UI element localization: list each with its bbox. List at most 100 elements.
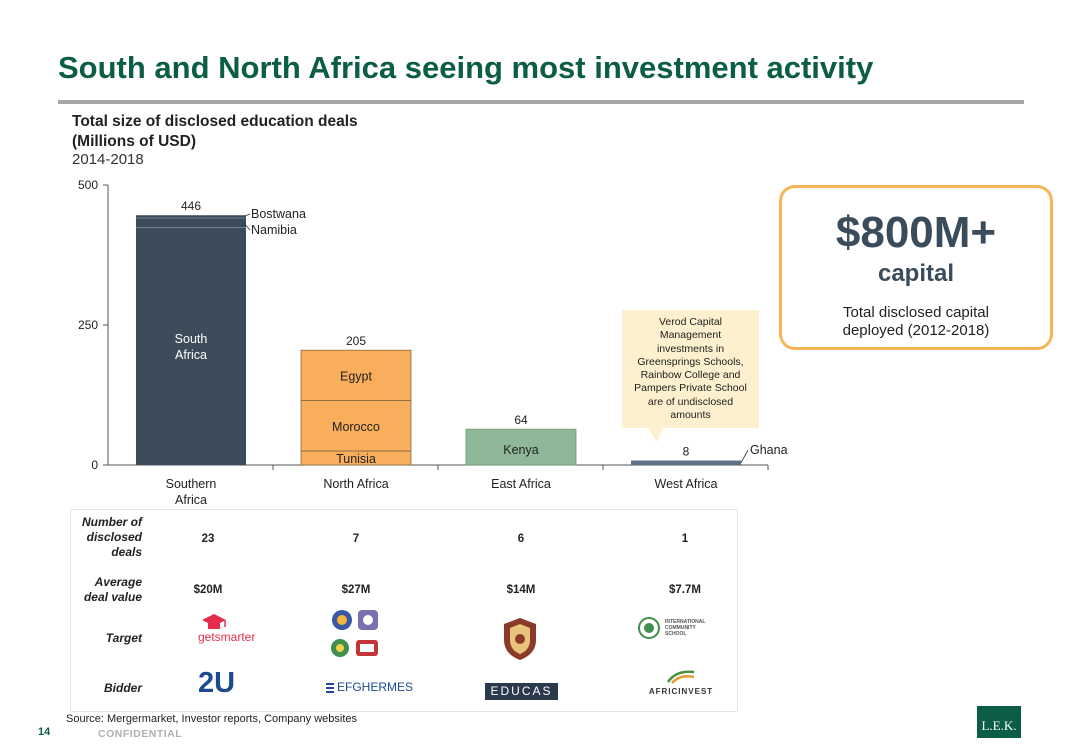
deals-east-africa: 6 [517,533,525,545]
row-label-line: deal value [83,590,142,604]
undisclosed-note: Verod Capital Management investments in … [622,310,759,428]
row-label-line: deals [111,545,142,559]
chart-title: Total size of disclosed education deals … [72,112,358,152]
segment-label-south-africa: Africa [175,348,207,362]
note-line: Management [659,329,722,342]
ics-wordmark: INTERNATIONAL COMMUNITY SCHOOL [665,619,705,637]
segment-label-morocco: Morocco [332,420,380,434]
deals-west-africa: 1 [681,533,689,545]
bar-segment-ghana [631,460,741,465]
leader-line-ghana [740,449,749,463]
africinvest-logo: AFRICINVEST [644,668,718,698]
crest-shield-icon [504,618,536,660]
graduation-cap-icon [202,614,226,629]
note-line: are of undisclosed [647,395,734,408]
note-line: amounts [670,409,711,422]
ics-line: INTERNATIONAL [665,619,706,625]
avg-north-africa: $27M [341,584,371,596]
bar-total-label: 8 [683,445,690,459]
x-category-label: West Africa [655,477,718,491]
title-divider [58,100,1024,104]
callout-desc-line-2: deployed (2012-2018) [842,322,990,339]
capital-callout: $800M+ capital Total disclosed capital d… [779,185,1053,350]
bar-segment-kenya [466,429,576,465]
segment-outline [465,428,577,466]
row-label-bidder: Bidder [103,681,142,695]
confidential-label: CONFIDENTIAL [98,728,183,740]
note-pointer [648,428,663,442]
page-title: South and North Africa seeing most inves… [58,50,874,85]
bar-segment-namibia [136,218,246,228]
educas-logo: EDUCAS [485,683,558,700]
north-africa-target-logos [328,606,386,664]
bar-segment-egypt [301,350,411,401]
chart-title-line-2: (Millions of USD) [72,133,196,150]
callout-unit: capital [877,260,955,287]
note-line: Pampers Private School [634,382,747,395]
x-category-label: Southern [166,477,217,491]
deals-southern-africa: 23 [201,533,215,545]
row-label-line: Number of [82,515,142,529]
x-category-label: Africa [175,493,207,507]
africinvest-mark-icon [666,670,695,684]
east-africa-school-crest [500,616,540,662]
efg-mark-icon [326,683,334,693]
segment-label-egypt: Egypt [340,369,372,383]
avg-east-africa: $14M [506,584,536,596]
ics-line: COMMUNITY [665,625,696,631]
efg-hermes-wordmark: EFGHERMES [337,680,414,694]
x-category-label: North Africa [323,477,388,491]
avg-southern-africa: $20M [193,584,223,596]
page-number: 14 [38,726,51,738]
x-category-label: East Africa [491,477,551,491]
segment-outline [300,349,412,402]
callout-desc-line-1: Total disclosed capital [843,304,989,321]
africinvest-wordmark: AFRICINVEST [648,687,714,696]
bar-total-label: 64 [514,413,528,427]
row-label-line: disclosed [86,530,142,544]
chart-subtitle: 2014-2018 [72,151,144,168]
ics-line: SCHOOL [665,631,687,637]
bar-total-label: 205 [346,334,366,348]
bar-segment-morocco [301,400,411,451]
deal-summary-table [70,509,738,712]
efg-hermes-logo: EFGHERMES [326,680,426,698]
segment-label-south-africa: South [175,332,208,346]
deals-north-africa: 7 [352,533,360,545]
note-line: Rainbow College and [640,369,741,382]
getsmarter-wordmark: getsmarter [198,630,256,644]
getsmarter-logo: getsmarter [192,612,256,652]
globe-icon [638,617,660,639]
segment-label-kenya: Kenya [503,443,538,457]
note-line: Greensprings Schools, [637,355,744,368]
callout-amount: $800M+ [835,208,997,257]
source-note: Source: Mergermarket, Investor reports, … [66,713,358,725]
row-label-deals: Number of disclosed deals [70,515,142,560]
callout-description: Total disclosed capital deployed (2012-2… [782,304,1050,340]
chart-title-line-1: Total size of disclosed education deals [72,113,358,130]
lek-logo: L.E.K. [977,706,1021,738]
avg-west-africa: $7.7M [669,584,701,596]
leader-line-namibia [243,222,251,231]
segment-label-bostwana: Bostwana [251,207,306,221]
bar-total-label: 446 [181,199,201,213]
leader-line-bostwana [243,213,251,217]
note-line: investments in [656,342,725,355]
international-community-school-logo: INTERNATIONAL COMMUNITY SCHOOL [638,617,728,645]
bar-segment-bostwana [136,215,246,219]
bar-segment-south-africa [136,227,246,465]
2u-logo: 2U [198,667,236,699]
segment-label-ghana: Ghana [750,443,788,457]
y-tick-label: 500 [78,178,98,192]
y-tick-label: 250 [78,318,98,332]
bar-segment-tunisia [301,451,411,465]
row-label-line: Average [94,575,142,589]
segment-label-tunisia: Tunisia [336,452,376,466]
school-crest-icon [331,610,378,657]
segment-label-namibia: Namibia [251,223,297,237]
row-label-target: Target [105,631,142,645]
row-label-average: Average deal value [70,575,142,605]
y-tick-label: 0 [91,458,98,472]
note-line: Verod Capital [658,316,723,328]
